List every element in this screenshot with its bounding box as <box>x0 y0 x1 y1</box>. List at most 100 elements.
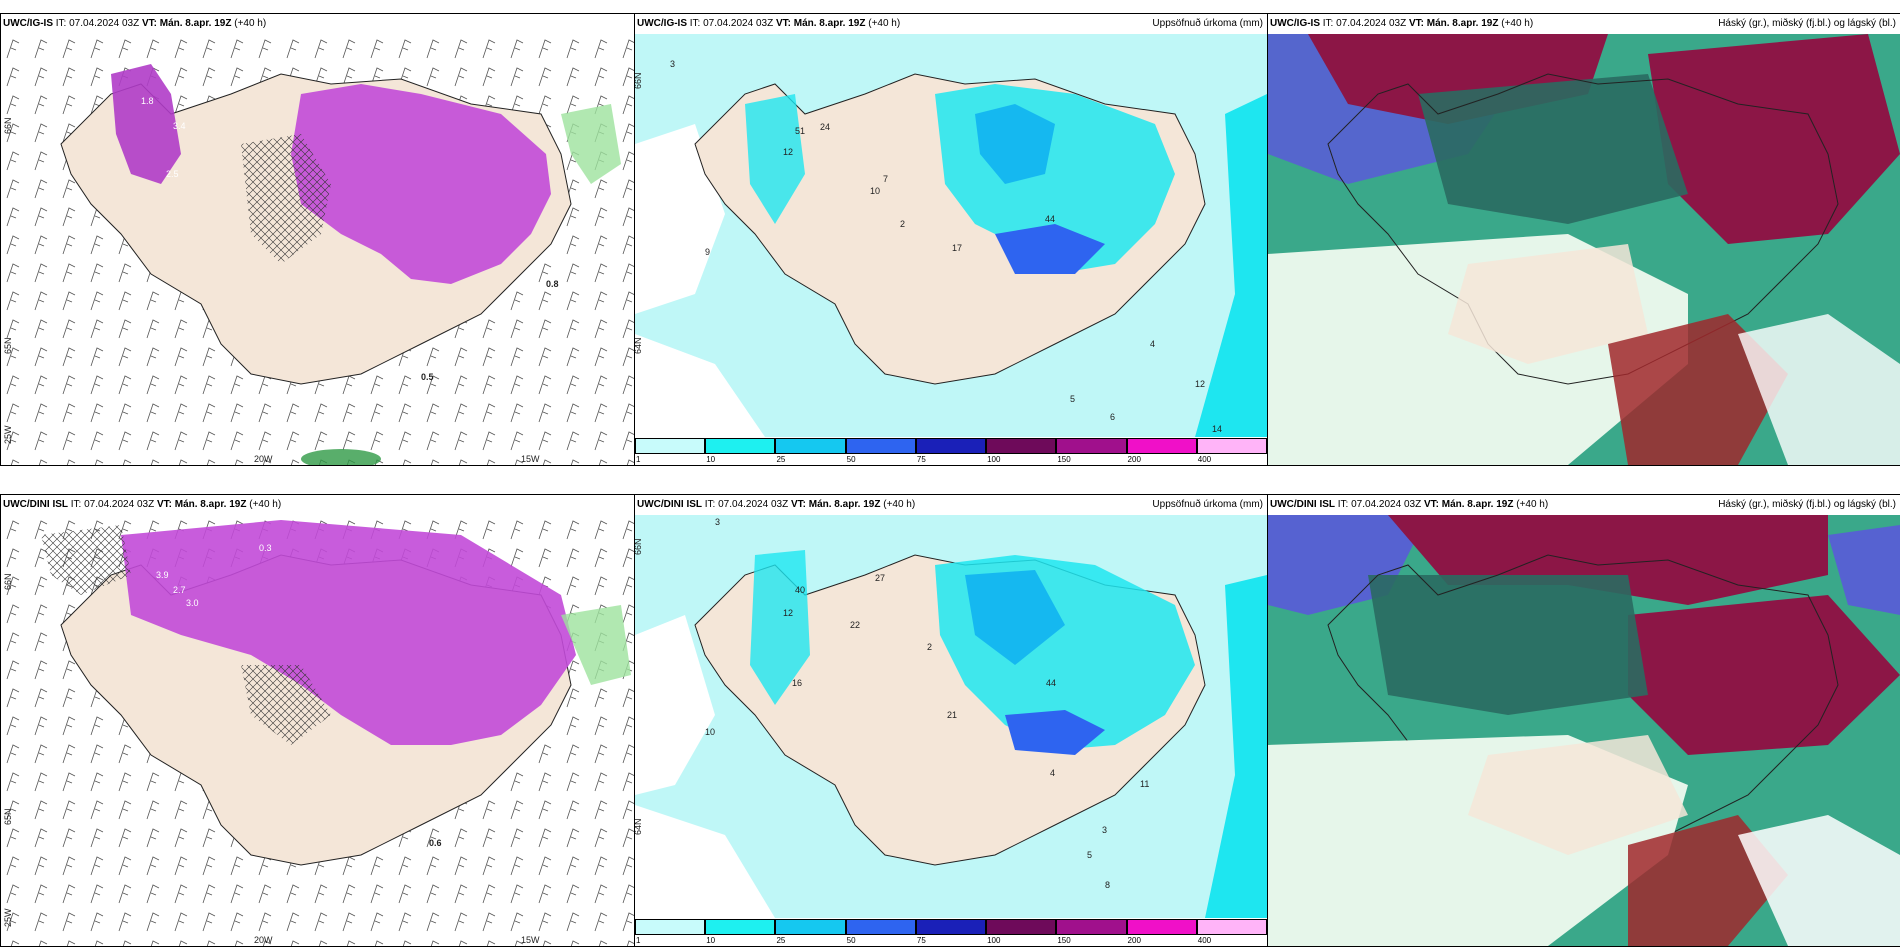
lead-time: (+40 h) <box>868 18 901 29</box>
value-label: 2.7 <box>173 585 186 595</box>
lead-time: (+40 h) <box>249 499 282 510</box>
value-label: 3 <box>670 59 676 69</box>
panel-igis-clouds: UWC/IG-IS IT: 07.04.2024 03Z VT: Mán. 8.… <box>1267 13 1900 466</box>
lat-label: 65N <box>3 337 13 354</box>
snow-map-svg <box>1 515 634 946</box>
lead-time: (+40 h) <box>883 499 916 510</box>
panel-header: UWC/IG-IS IT: 07.04.2024 03Z VT: Mán. 8.… <box>1 14 634 34</box>
model-name: UWC/IG-IS <box>3 18 53 29</box>
model-name: UWC/DINI ISL <box>3 499 68 510</box>
value-label: 5 <box>1087 850 1093 860</box>
lon-label: 20W <box>254 935 273 945</box>
lat-label: 65N <box>3 808 13 825</box>
colorbar-tick: 150 <box>1057 455 1071 464</box>
colorbar-swatch <box>1056 438 1127 454</box>
lat-label: 66N <box>3 573 13 590</box>
colorbar: 1 10 25 50 75 100 150 200 400 <box>635 918 1267 946</box>
lon-label: 15W <box>521 935 540 945</box>
valid-time: Mán. 8.apr. 19Z <box>793 18 866 29</box>
value-label: 7 <box>883 174 889 184</box>
colorbar-swatch <box>1196 919 1267 935</box>
map-area <box>635 34 1267 437</box>
colorbar-swatch <box>986 919 1057 935</box>
valid-label: VT: <box>790 499 806 510</box>
colorbar-swatch <box>1056 919 1127 935</box>
valid-label: VT: <box>141 18 157 29</box>
value-label: 17 <box>952 243 963 253</box>
colorbar-swatch <box>775 919 846 935</box>
panel-title: Uppsöfnuð úrkoma (mm) <box>1152 499 1263 510</box>
colorbar-swatch <box>1196 438 1267 454</box>
value-label: 12 <box>783 147 794 157</box>
value-label: 2.5 <box>166 169 179 179</box>
iceland-land <box>1327 73 1839 385</box>
colorbar-tick: 1 <box>636 455 641 464</box>
value-label: 9 <box>705 247 711 257</box>
map-area <box>1268 515 1900 946</box>
value-label: 12 <box>783 608 794 618</box>
valid-label: VT: <box>156 499 172 510</box>
map-area <box>1 34 634 465</box>
value-label: 3.0 <box>186 598 199 608</box>
value-label: 8 <box>1105 880 1111 890</box>
value-label: 4 <box>1150 339 1156 349</box>
colorbar-swatch <box>915 919 987 935</box>
colorbar-swatch <box>705 919 776 935</box>
colorbar-tick: 1 <box>636 936 641 945</box>
panel-igis-snow: UWC/IG-IS IT: 07.04.2024 03Z VT: Mán. 8.… <box>0 13 635 466</box>
colorbar-tick: 100 <box>987 936 1001 945</box>
colorbar-swatch <box>1126 438 1197 454</box>
value-label: 27 <box>875 573 886 583</box>
colorbar-tick: 25 <box>776 936 786 945</box>
init-time: IT: 07.04.2024 03Z <box>689 18 774 29</box>
lat-label: 25W <box>3 908 13 927</box>
valid-time: Mán. 8.apr. 19Z <box>1441 499 1514 510</box>
value-label: 12 <box>1195 379 1206 389</box>
init-time: IT: 07.04.2024 03Z <box>70 499 155 510</box>
init-time: IT: 07.04.2024 03Z <box>1337 499 1422 510</box>
value-label: 2 <box>900 219 906 229</box>
value-label: 3 <box>715 517 721 527</box>
lon-label: 15W <box>521 454 540 464</box>
colorbar-swatch <box>845 438 916 454</box>
value-label: 1.8 <box>141 96 154 106</box>
value-label: 6 <box>1110 412 1116 422</box>
value-label: 51 <box>795 126 806 136</box>
map-area <box>635 515 1267 918</box>
value-label: 0.6 <box>429 838 442 848</box>
value-label: 24 <box>820 122 831 132</box>
value-label: 0.3 <box>259 543 272 553</box>
colorbar-swatch <box>705 438 776 454</box>
value-label: 11 <box>1140 779 1150 789</box>
model-name: UWC/DINI ISL <box>637 499 702 510</box>
value-label: 0.5 <box>421 372 434 382</box>
colorbar-tick: 200 <box>1127 455 1141 464</box>
panel-header: UWC/DINI ISL IT: 07.04.2024 03Z VT: Mán.… <box>1268 495 1900 515</box>
lat-label: 66N <box>634 72 643 89</box>
valid-time: Mán. 8.apr. 19Z <box>1426 18 1499 29</box>
colorbar-swatch <box>635 919 706 935</box>
map-area <box>1 515 634 946</box>
colorbar: 1 10 25 50 75 100 150 200 400 <box>635 437 1267 465</box>
valid-time: Mán. 8.apr. 19Z <box>174 499 247 510</box>
snow-map-svg <box>1 34 634 465</box>
value-label: 16 <box>792 678 803 688</box>
lead-time: (+40 h) <box>234 18 267 29</box>
panel-dini-snow: UWC/DINI ISL IT: 07.04.2024 03Z VT: Mán.… <box>0 494 635 947</box>
value-label: 0.8 <box>546 279 559 289</box>
lat-label: 64N <box>634 337 643 354</box>
panel-header: UWC/DINI ISL IT: 07.04.2024 03Z VT: Mán.… <box>1 495 634 515</box>
value-label: 44 <box>1046 678 1057 688</box>
valid-time: Mán. 8.apr. 19Z <box>159 18 232 29</box>
model-name: UWC/IG-IS <box>1270 18 1320 29</box>
colorbar-swatch <box>986 438 1057 454</box>
green-east <box>561 104 621 184</box>
panel-igis-precip: UWC/IG-IS IT: 07.04.2024 03Z VT: Mán. 8.… <box>634 13 1268 466</box>
value-label: 3 <box>1102 825 1108 835</box>
value-label: 10 <box>870 186 881 196</box>
panel-title: Háský (gr.), miðský (fj.bl.) og lágský (… <box>1718 18 1896 29</box>
lon-label: 20W <box>254 454 273 464</box>
cloud-map-svg <box>1268 34 1900 465</box>
value-label: 21 <box>947 710 958 720</box>
colorbar-tick: 100 <box>987 455 1001 464</box>
